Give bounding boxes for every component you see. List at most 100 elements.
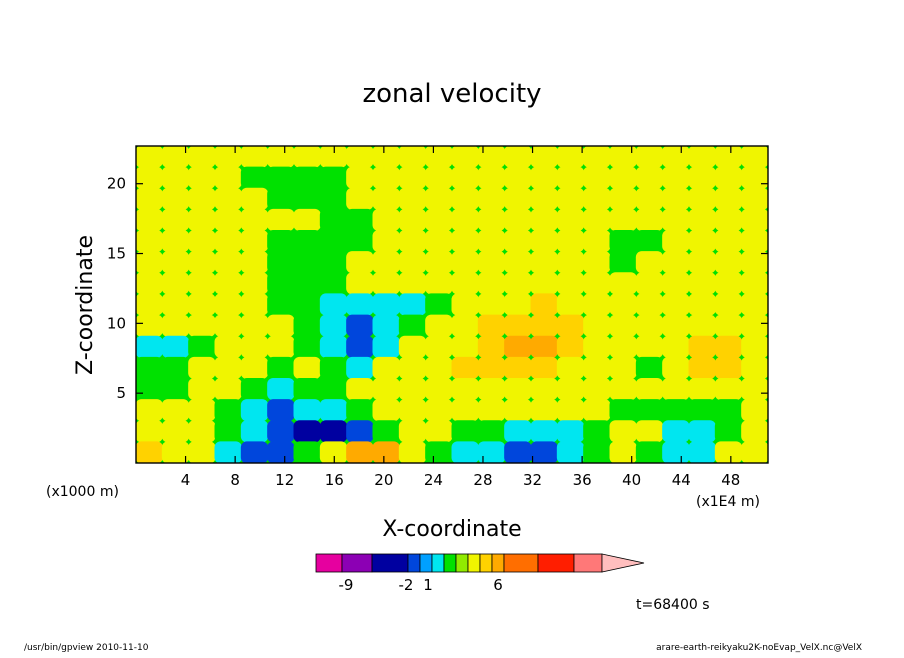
field-cell	[319, 377, 348, 401]
field-cell	[161, 314, 190, 337]
x-tick-label: 12	[275, 471, 294, 489]
field-cell	[188, 230, 216, 253]
field-cell	[583, 314, 611, 337]
field-cell	[398, 399, 427, 422]
time-annotation: t=68400 s	[636, 597, 710, 613]
colorbar-labels: -9 -2 1 6	[339, 576, 503, 594]
field-cell	[188, 208, 216, 232]
field-cell	[477, 441, 506, 463]
field-cell	[662, 187, 690, 210]
field-cell	[240, 293, 269, 316]
field-cell	[372, 187, 400, 210]
field-cell	[372, 208, 400, 232]
field-cell	[346, 420, 374, 443]
field-cell	[530, 272, 558, 295]
field-cell	[504, 251, 532, 274]
field-cell	[346, 272, 374, 295]
field-cell	[188, 420, 216, 443]
field-cell	[398, 146, 427, 168]
field-cell	[662, 377, 690, 401]
field-cell	[688, 399, 716, 422]
field-cell	[609, 230, 637, 253]
field-cell	[398, 441, 427, 463]
field-cell	[662, 293, 690, 316]
y-tick-label: 20	[107, 175, 126, 193]
field-cell	[372, 356, 400, 379]
field-cell	[451, 293, 479, 316]
field-cell	[188, 187, 216, 210]
field-cell	[688, 272, 716, 295]
field-cell	[583, 399, 611, 422]
field-cell	[583, 420, 611, 443]
field-cell	[741, 187, 768, 210]
field-cell	[741, 420, 768, 443]
field-cell	[714, 251, 743, 274]
field-cell	[240, 272, 269, 295]
colorbar-segment	[573, 553, 603, 573]
field-cell	[583, 293, 611, 316]
field-cell	[319, 230, 348, 253]
field-cell	[293, 293, 321, 316]
field-cell	[425, 146, 453, 168]
field-cell	[504, 356, 532, 379]
field-cell	[504, 441, 532, 463]
field-cell	[240, 314, 269, 337]
field-cell	[398, 377, 427, 401]
field-cell	[161, 335, 190, 358]
field-cell	[293, 208, 321, 232]
field-cell	[188, 441, 216, 463]
field-cell	[530, 399, 558, 422]
field-cell	[319, 208, 348, 232]
field-cell	[477, 251, 506, 274]
field-cell	[188, 272, 216, 295]
field-cell	[398, 314, 427, 337]
colorbar-segment	[407, 553, 421, 573]
field-cell	[214, 166, 242, 189]
field-cell	[635, 335, 664, 358]
field-cell	[714, 208, 743, 232]
field-cell	[741, 251, 768, 274]
field-cell	[635, 166, 664, 189]
field-cell	[398, 356, 427, 379]
field-cell	[583, 146, 611, 168]
field-cell	[635, 230, 664, 253]
field-cell	[425, 166, 453, 189]
field-cell	[451, 208, 479, 232]
field-cell	[372, 335, 400, 358]
field-cell	[346, 187, 374, 210]
colorbar-segment	[479, 553, 493, 573]
field-cell	[530, 420, 558, 443]
field-cell	[293, 441, 321, 463]
field-cell	[662, 166, 690, 189]
x-tick-label: 44	[672, 471, 691, 489]
field-cell	[635, 377, 664, 401]
field-cell	[319, 272, 348, 295]
field-cell	[688, 166, 716, 189]
field-cell	[609, 356, 637, 379]
colorbar-segment	[455, 553, 469, 573]
field-cell	[214, 208, 242, 232]
field-cell	[635, 420, 664, 443]
field-cell	[741, 208, 768, 232]
field-cell	[609, 146, 637, 168]
colorbar-segment	[431, 553, 445, 573]
x-tick-label: 20	[374, 471, 393, 489]
field-cell	[688, 146, 716, 168]
field-cell	[609, 441, 637, 463]
field-cell	[583, 377, 611, 401]
field-cell	[714, 420, 743, 443]
y-tick-label: 5	[116, 384, 126, 402]
field-cell	[398, 208, 427, 232]
field-cell	[609, 166, 637, 189]
field-cell	[688, 251, 716, 274]
field-cell	[425, 187, 453, 210]
field-cell	[372, 293, 400, 316]
field-cell	[214, 187, 242, 210]
field-cell	[451, 314, 479, 337]
field-cell	[188, 293, 216, 316]
colorbar-segment	[443, 553, 457, 573]
field-cell	[267, 335, 295, 358]
field-cell	[372, 399, 400, 422]
field-cell	[214, 272, 242, 295]
field-cell	[136, 314, 163, 337]
